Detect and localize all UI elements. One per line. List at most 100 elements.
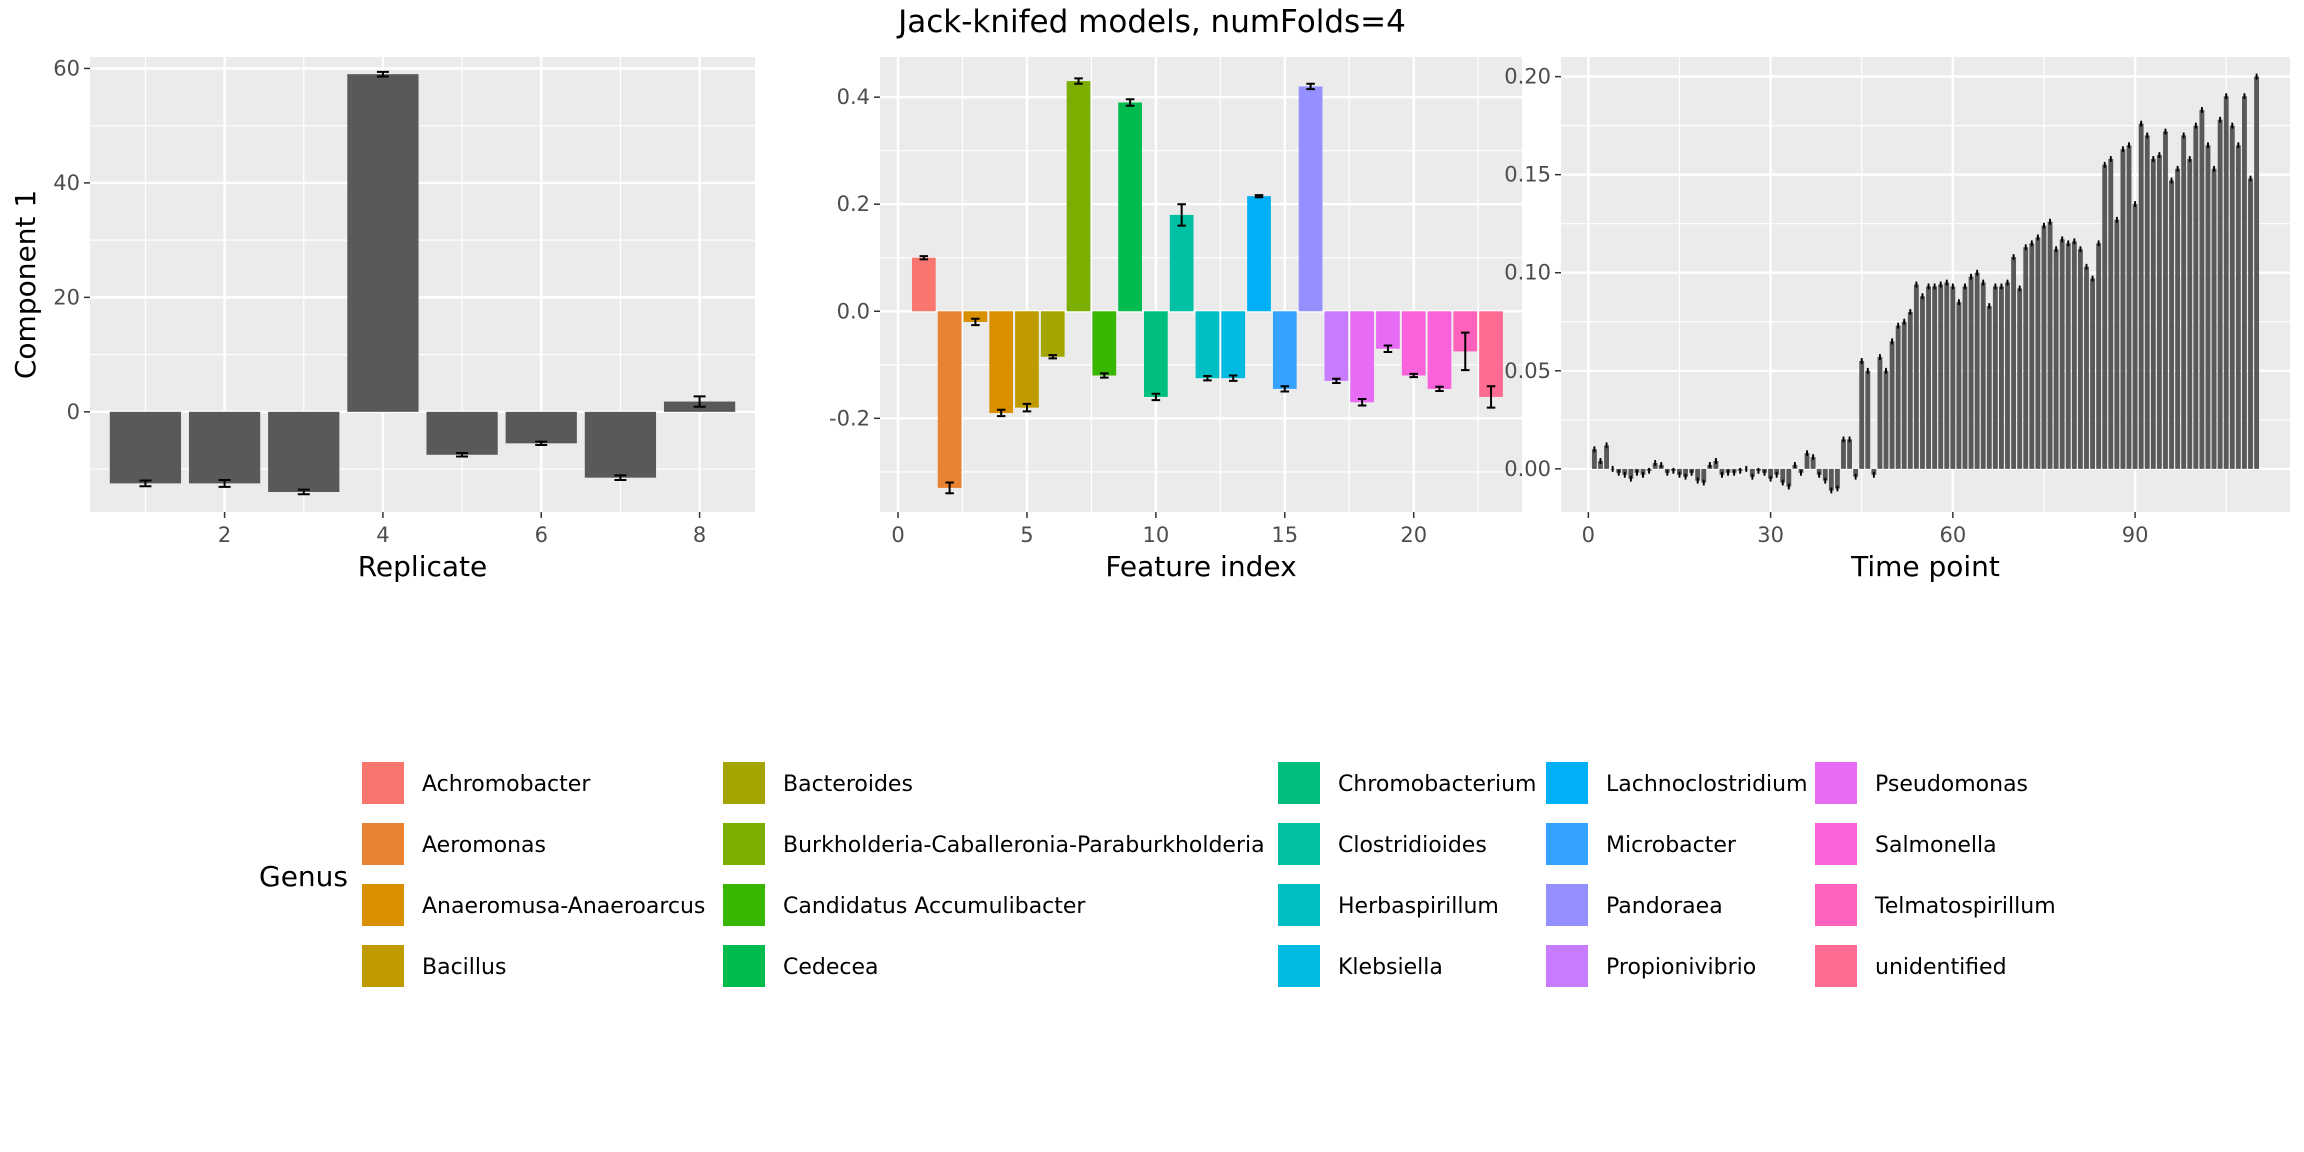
error-bar: [2042, 222, 2045, 229]
y-axis-title: Component 1: [9, 190, 42, 379]
legend-key-swatch: [1815, 762, 1857, 804]
legend-key-swatch: [1815, 823, 1857, 865]
error-bar: [1642, 471, 1645, 478]
y-tick-label: 60: [53, 56, 80, 80]
bar: [2248, 178, 2253, 469]
bar: [2254, 76, 2260, 469]
bar: [2163, 131, 2168, 469]
error-bar: [2188, 156, 2191, 162]
error-bar: [139, 479, 152, 488]
error-bar: [2152, 156, 2155, 162]
error-bar: [1100, 372, 1109, 379]
bar: [268, 411, 340, 492]
y-tick-label: -0.2: [829, 406, 870, 430]
bar: [1169, 214, 1194, 312]
legend-key-swatch: [1278, 762, 1320, 804]
error-bar: [1332, 377, 1341, 384]
x-axis-title: Time point: [1850, 550, 2000, 583]
legend-key-swatch: [362, 762, 404, 804]
bar: [2096, 243, 2102, 469]
error-bar: [2121, 146, 2124, 153]
error-bar: [2182, 132, 2185, 139]
error-bar: [1842, 436, 1845, 443]
error-bar: [1939, 281, 1942, 288]
bar: [1324, 311, 1349, 381]
error-bar: [1891, 338, 1894, 345]
legend-item-label: Achromobacter: [422, 772, 591, 797]
error-bar: [1684, 473, 1687, 480]
bar: [2132, 204, 2138, 469]
bar: [1628, 468, 1634, 479]
bar: [2023, 247, 2029, 469]
bar: [2029, 243, 2035, 469]
bar: [2059, 239, 2065, 469]
legend-item-label: Microbacter: [1606, 833, 1737, 858]
error-bar: [2018, 285, 2021, 292]
error-bar: [2237, 142, 2240, 149]
bar: [2047, 221, 2053, 469]
bar: [1895, 325, 1901, 469]
bar: [2035, 237, 2041, 469]
bar: [1859, 360, 1865, 469]
error-bar: [1787, 483, 1790, 490]
error-bar: [1739, 467, 1742, 474]
legend-item-label: Anaeromusa-Anaeroarcus: [422, 894, 705, 919]
x-tick-label: 6: [535, 523, 548, 547]
bar: [1986, 306, 1992, 469]
error-bar: [1623, 471, 1626, 478]
error-bar: [2073, 238, 2076, 245]
bar: [1427, 311, 1452, 389]
error-bar: [1751, 473, 1754, 480]
legend-item-label: Chromobacterium: [1338, 772, 1536, 797]
error-bar: [1745, 465, 1748, 472]
bar: [2181, 135, 2187, 469]
error-bar: [1228, 374, 1238, 382]
bar: [1040, 311, 1065, 357]
legend-item-label: Bacillus: [422, 955, 506, 980]
bar: [1847, 439, 1852, 469]
bar: [2223, 96, 2229, 469]
legend-item-label: Klebsiella: [1338, 955, 1443, 980]
y-tick-label: 20: [53, 285, 80, 309]
bar: [1768, 468, 1774, 479]
bar: [2114, 219, 2120, 469]
bar: [1749, 468, 1755, 477]
bar: [963, 311, 988, 322]
y-tick-label: 0.05: [1504, 359, 1551, 383]
error-bar: [2140, 120, 2143, 127]
error-bar: [1921, 293, 1924, 300]
bar: [2229, 125, 2235, 469]
y-tick-label: 40: [53, 171, 80, 195]
error-bar: [1654, 460, 1657, 466]
bar: [2211, 168, 2217, 469]
error-bar: [1733, 469, 1736, 476]
x-tick-label: 60: [1939, 523, 1966, 547]
x-tick-label: 8: [693, 523, 706, 547]
legend-item-label: unidentified: [1875, 955, 2007, 980]
bar: [1883, 370, 1889, 469]
error-bar: [1666, 469, 1669, 476]
legend-key-swatch: [1546, 823, 1588, 865]
bar: [2169, 180, 2174, 469]
error-bar: [218, 478, 231, 488]
bar: [1683, 468, 1688, 477]
error-bar: [2176, 165, 2179, 172]
error-bar: [1357, 398, 1367, 407]
bar: [2187, 158, 2193, 469]
bar: [1066, 81, 1091, 312]
bar: [188, 411, 261, 484]
error-bar: [2030, 240, 2033, 247]
x-tick-label: 0: [891, 523, 904, 547]
bar: [1834, 468, 1840, 489]
bar: [2205, 145, 2211, 469]
y-tick-label: 0.0: [837, 299, 870, 323]
panel-feature: -0.2 0.0 0.2 0.4 0 5 10 15 20 Feature index: [829, 57, 1522, 583]
bar: [2053, 249, 2059, 469]
error-bar: [1714, 458, 1717, 464]
bar: [584, 411, 657, 478]
error-bar: [1696, 477, 1699, 484]
error-bar: [2036, 234, 2039, 241]
error-bar: [2134, 201, 2137, 208]
bar: [1920, 296, 1925, 469]
bar: [2235, 145, 2241, 469]
